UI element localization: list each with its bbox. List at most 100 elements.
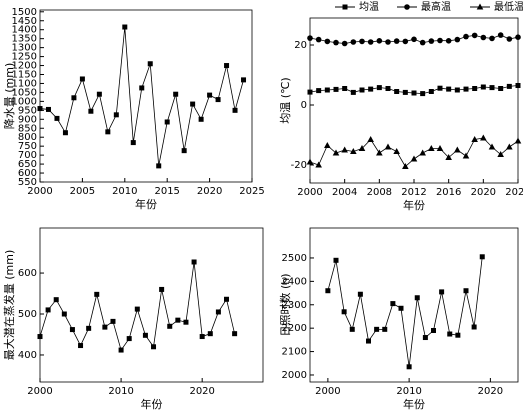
- marker: [393, 148, 400, 154]
- marker: [315, 161, 322, 168]
- x-tick-label: 2000: [297, 187, 322, 198]
- y-tick-label: 2400: [282, 276, 307, 287]
- marker: [224, 63, 230, 69]
- marker: [45, 106, 51, 112]
- marker: [199, 334, 205, 340]
- y-tick-label: 600: [18, 268, 37, 279]
- x-tick-label: 2005: [70, 186, 95, 197]
- y-tick-label: 1150: [12, 70, 37, 81]
- y-tick-label: 1000: [12, 96, 37, 107]
- y-tick-label: 1300: [12, 43, 37, 54]
- marker: [156, 163, 162, 169]
- y-tick-label: 600: [18, 168, 37, 179]
- marker: [151, 344, 157, 350]
- marker: [506, 83, 512, 89]
- marker: [402, 89, 408, 95]
- marker: [480, 84, 486, 90]
- marker: [167, 323, 173, 329]
- marker: [316, 88, 322, 94]
- y-tick-label: -20: [291, 160, 307, 171]
- marker: [394, 89, 400, 94]
- y-tick-label: 2100: [282, 347, 307, 358]
- y-tick-label: 700: [18, 150, 37, 161]
- marker: [472, 86, 478, 91]
- x-axis-label: 年份: [141, 397, 163, 410]
- y-tick-label: 1500: [12, 7, 37, 18]
- marker: [497, 151, 504, 157]
- marker: [497, 32, 504, 38]
- marker: [62, 130, 68, 136]
- legend-label: 最低温: [494, 0, 523, 13]
- marker: [173, 91, 179, 97]
- marker: [307, 89, 313, 95]
- marker: [455, 332, 461, 338]
- x-tick-label: 2000: [27, 186, 52, 197]
- plot-frame: [39, 9, 253, 183]
- marker: [471, 324, 477, 330]
- x-tick-label: 2010: [112, 186, 137, 197]
- marker: [207, 92, 213, 98]
- y-tick-label: 1100: [12, 78, 37, 89]
- marker: [515, 83, 521, 88]
- marker: [376, 85, 382, 91]
- marker: [488, 143, 496, 150]
- marker: [134, 306, 140, 312]
- marker: [118, 347, 124, 353]
- marker: [54, 115, 60, 121]
- x-tick-label: 2020: [478, 386, 503, 397]
- marker: [232, 107, 238, 113]
- marker: [402, 38, 409, 45]
- x-tick-label: 2004: [332, 187, 357, 198]
- x-tick-label: 2000: [27, 386, 52, 397]
- marker: [37, 106, 43, 112]
- marker: [61, 311, 67, 317]
- marker: [94, 291, 100, 297]
- legend-marker: [342, 4, 348, 10]
- x-axis-label: 年份: [403, 198, 425, 212]
- x-tick-label: 2024: [505, 187, 523, 198]
- marker: [419, 149, 426, 156]
- marker: [463, 288, 469, 294]
- y-tick-label: 1450: [12, 16, 37, 27]
- marker: [420, 91, 426, 97]
- y-tick-label: 1250: [12, 52, 37, 63]
- y-tick-label: 400: [18, 350, 37, 361]
- marker: [428, 89, 434, 94]
- marker: [181, 148, 187, 154]
- y-tick-label: 20: [294, 40, 307, 51]
- marker: [113, 112, 119, 118]
- x-tick-label: 2000: [315, 386, 340, 397]
- marker: [102, 324, 108, 330]
- marker: [324, 87, 330, 93]
- marker: [315, 36, 322, 43]
- marker: [480, 134, 487, 141]
- y-tick-label: 2500: [282, 253, 307, 264]
- marker: [175, 317, 181, 323]
- y-tick-label: 850: [18, 123, 37, 134]
- marker: [385, 86, 391, 91]
- marker: [402, 163, 409, 169]
- marker: [198, 116, 204, 122]
- marker: [428, 38, 435, 44]
- x-tick-label: 2012: [401, 187, 426, 198]
- plot-frame: [39, 227, 264, 383]
- marker: [437, 85, 443, 91]
- marker: [498, 86, 504, 91]
- marker: [506, 143, 513, 150]
- marker: [385, 39, 391, 45]
- marker: [71, 95, 77, 101]
- marker: [78, 343, 84, 349]
- marker: [489, 35, 495, 42]
- marker: [341, 309, 347, 315]
- series-line: [39, 26, 244, 166]
- marker: [333, 86, 339, 92]
- x-tick-label: 2015: [154, 186, 179, 197]
- marker: [341, 146, 348, 153]
- marker: [515, 34, 521, 40]
- marker: [357, 291, 363, 297]
- marker: [368, 86, 374, 92]
- marker: [479, 254, 485, 260]
- marker: [463, 86, 469, 92]
- marker: [393, 38, 400, 44]
- marker: [88, 108, 94, 114]
